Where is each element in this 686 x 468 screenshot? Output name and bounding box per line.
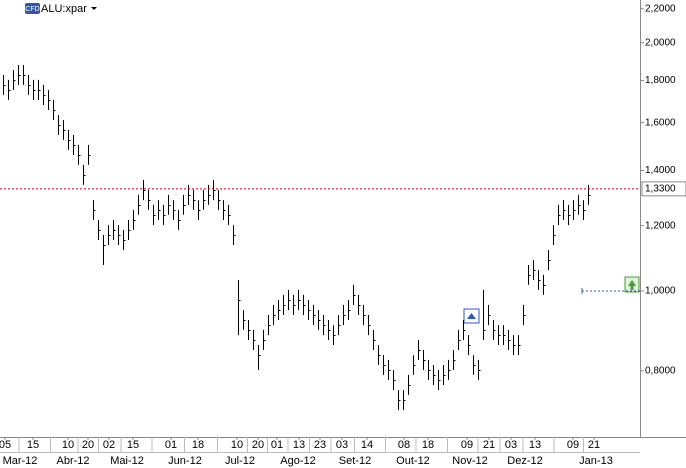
x-tick-label: 13 xyxy=(529,439,541,451)
month-label: Set-12 xyxy=(339,455,371,467)
month-label: Abr-12 xyxy=(56,455,89,467)
x-tick-label: 10 xyxy=(231,439,243,451)
x-tick-label: 02 xyxy=(103,439,115,451)
x-tick-label: 03 xyxy=(505,439,517,451)
month-label: Ago-12 xyxy=(280,455,315,467)
order-marker-icon[interactable] xyxy=(463,308,480,324)
x-tick-label: 21 xyxy=(588,439,600,451)
month-label: Jun-12 xyxy=(168,455,202,467)
x-tick-label: 14 xyxy=(361,439,373,451)
month-label: Dez-12 xyxy=(507,455,542,467)
x-tick-label: 21 xyxy=(483,439,495,451)
symbol-header[interactable]: CFD ALU:xpar xyxy=(25,3,97,15)
price-label: 1,3300 xyxy=(645,183,676,194)
x-tick-label: 09 xyxy=(461,439,473,451)
y-tick-label: 0,8000 xyxy=(645,365,676,376)
month-label: Out-12 xyxy=(396,455,430,467)
x-tick-label: 10 xyxy=(62,439,74,451)
price-bars xyxy=(3,64,591,411)
y-tick-label: 1,2000 xyxy=(645,220,676,231)
price-label-box xyxy=(641,181,686,197)
y-tick-label: 2,2000 xyxy=(645,3,676,14)
month-label: Mai-12 xyxy=(110,455,144,467)
x-tick-label: 18 xyxy=(422,439,434,451)
y-tick-label: 2,0000 xyxy=(645,37,676,48)
x-tick-label: 09 xyxy=(567,439,579,451)
x-tick-label: 03 xyxy=(336,439,348,451)
month-label: Nov-12 xyxy=(452,455,487,467)
symbol-badge-text: CFD xyxy=(25,6,39,13)
x-tick-label: 20 xyxy=(252,439,264,451)
alert-icon[interactable] xyxy=(624,276,640,293)
x-tick-label: 20 xyxy=(82,439,94,451)
month-label: Mar-12 xyxy=(3,455,38,467)
y-tick-label: 1,8000 xyxy=(645,75,676,86)
x-tick-label: 23 xyxy=(314,439,326,451)
y-tick-label: 1,4000 xyxy=(645,165,676,176)
x-tick-label: 01 xyxy=(271,439,283,451)
month-label: Jul-12 xyxy=(225,455,255,467)
month-label: Jan-13 xyxy=(579,455,613,467)
x-tick-label: 01 xyxy=(165,439,177,451)
x-tick-label: 18 xyxy=(192,439,204,451)
y-tick-label: 1,0000 xyxy=(645,286,676,297)
marker-glyph xyxy=(467,313,476,319)
x-tick-label: 15 xyxy=(127,439,139,451)
x-tick-label: 13 xyxy=(293,439,305,451)
symbol-name: ALU:xpar xyxy=(41,3,87,15)
y-tick-label: 1,6000 xyxy=(645,117,676,128)
alert-arrow xyxy=(628,280,636,290)
dropdown-arrow xyxy=(91,7,97,10)
x-tick-label: 15 xyxy=(27,439,39,451)
x-tick-label: 05 xyxy=(0,439,11,451)
x-tick-label: 08 xyxy=(398,439,410,451)
symbol-badge xyxy=(25,3,40,14)
